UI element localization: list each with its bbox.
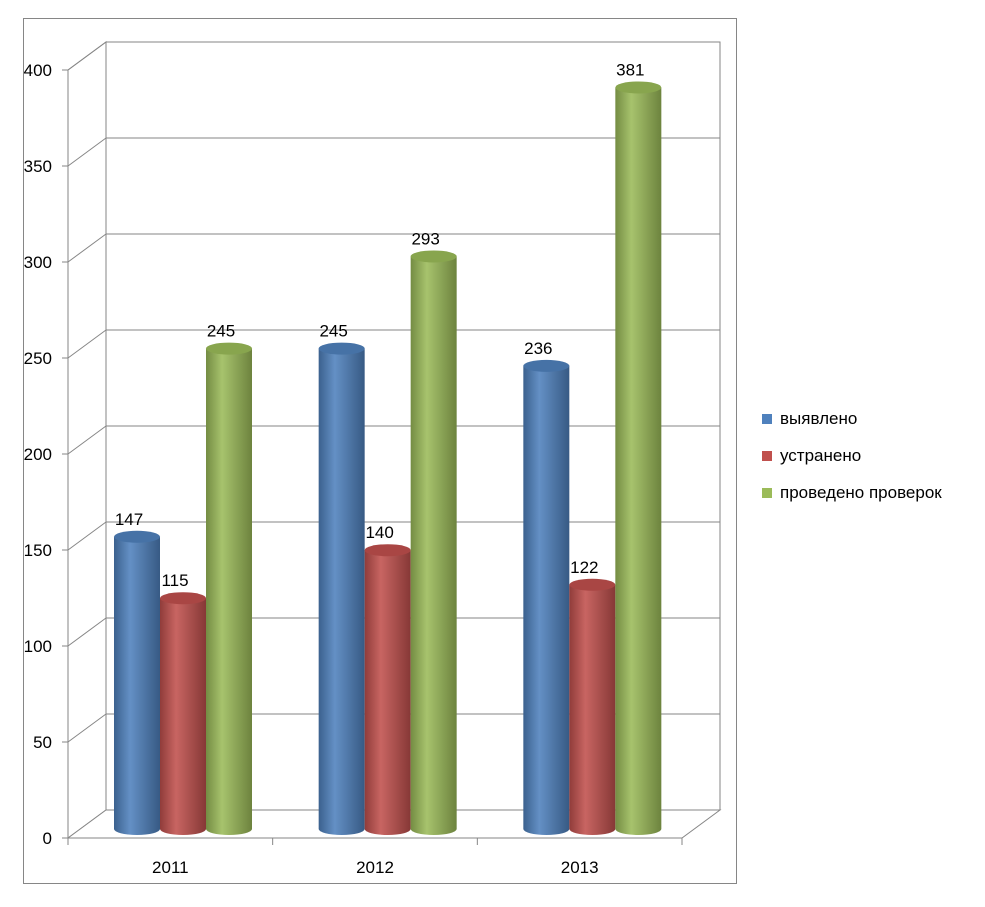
bar-проведено проверок-2011: [206, 348, 252, 835]
legend: выявлено устранено проведено проверок: [762, 400, 942, 511]
bar-top: [523, 359, 570, 372]
legend-item: устранено: [762, 437, 942, 474]
data-label: 122: [570, 558, 598, 577]
legend-label: выявлено: [780, 408, 858, 428]
bars: [114, 81, 662, 836]
y-tick-label: 300: [24, 253, 52, 272]
gridline-side: [67, 137, 107, 167]
data-label: 147: [115, 510, 143, 529]
legend-item: проведено проверок: [762, 474, 942, 511]
bar-top: [114, 530, 160, 543]
y-tick-label: 150: [24, 541, 52, 560]
y-tick-label: 0: [43, 829, 52, 848]
data-label: 245: [319, 322, 347, 341]
x-tick-labels: 2011 2012 2013: [152, 858, 599, 877]
bar-top: [615, 81, 662, 94]
bar-проведено проверок-2013: [615, 87, 662, 836]
legend-item: выявлено: [762, 400, 942, 437]
data-label: 245: [207, 322, 235, 341]
bar-выявлено-2011: [114, 536, 160, 835]
gridline-side: [67, 713, 107, 743]
y-tick-labels: 0 50 100 150 200 250 300 350 400: [24, 61, 52, 848]
data-label: 140: [365, 523, 393, 542]
y-tick-label: 350: [24, 157, 52, 176]
bar-top: [160, 592, 206, 605]
legend-label: проведено проверок: [780, 482, 942, 502]
y-tick-label: 200: [24, 445, 52, 464]
data-label: 381: [616, 60, 644, 79]
bar-выявлено-2013: [523, 365, 570, 835]
legend-swatch: [762, 413, 772, 424]
x-tick-label: 2011: [152, 858, 189, 877]
gridline-side: [67, 617, 107, 647]
bar-top: [206, 342, 252, 355]
gridline-side: [67, 41, 107, 71]
legend-swatch: [762, 487, 772, 498]
y-tick-label: 100: [24, 637, 52, 656]
data-label: 293: [411, 229, 439, 248]
y-tick-label: 50: [33, 733, 52, 752]
x-tick-label: 2013: [561, 858, 599, 877]
bar-top: [410, 250, 457, 263]
bar-top: [318, 342, 365, 355]
legend-swatch: [762, 450, 772, 461]
bar-устранено-2012: [364, 550, 411, 835]
bar-top: [569, 578, 616, 591]
y-tick-label: 250: [24, 349, 52, 368]
bar-выявлено-2012: [318, 348, 365, 835]
legend-label: устранено: [780, 445, 862, 465]
gridline-side: [67, 521, 107, 551]
axes: [62, 69, 683, 845]
bar-устранено-2013: [569, 584, 616, 835]
gridline-side: [67, 425, 107, 455]
bar-устранено-2011: [160, 598, 206, 835]
gridline-side: [67, 329, 107, 359]
data-label: 236: [524, 339, 552, 358]
gridline-side: [67, 233, 107, 263]
data-label: 115: [161, 571, 188, 590]
data-labels: 147 115 245 245 140 293 236 122 381: [115, 60, 645, 590]
y-tick-label: 400: [24, 61, 52, 80]
bar-проведено проверок-2012: [410, 256, 457, 835]
bar-top: [364, 544, 411, 557]
x-tick-label: 2012: [356, 858, 394, 877]
